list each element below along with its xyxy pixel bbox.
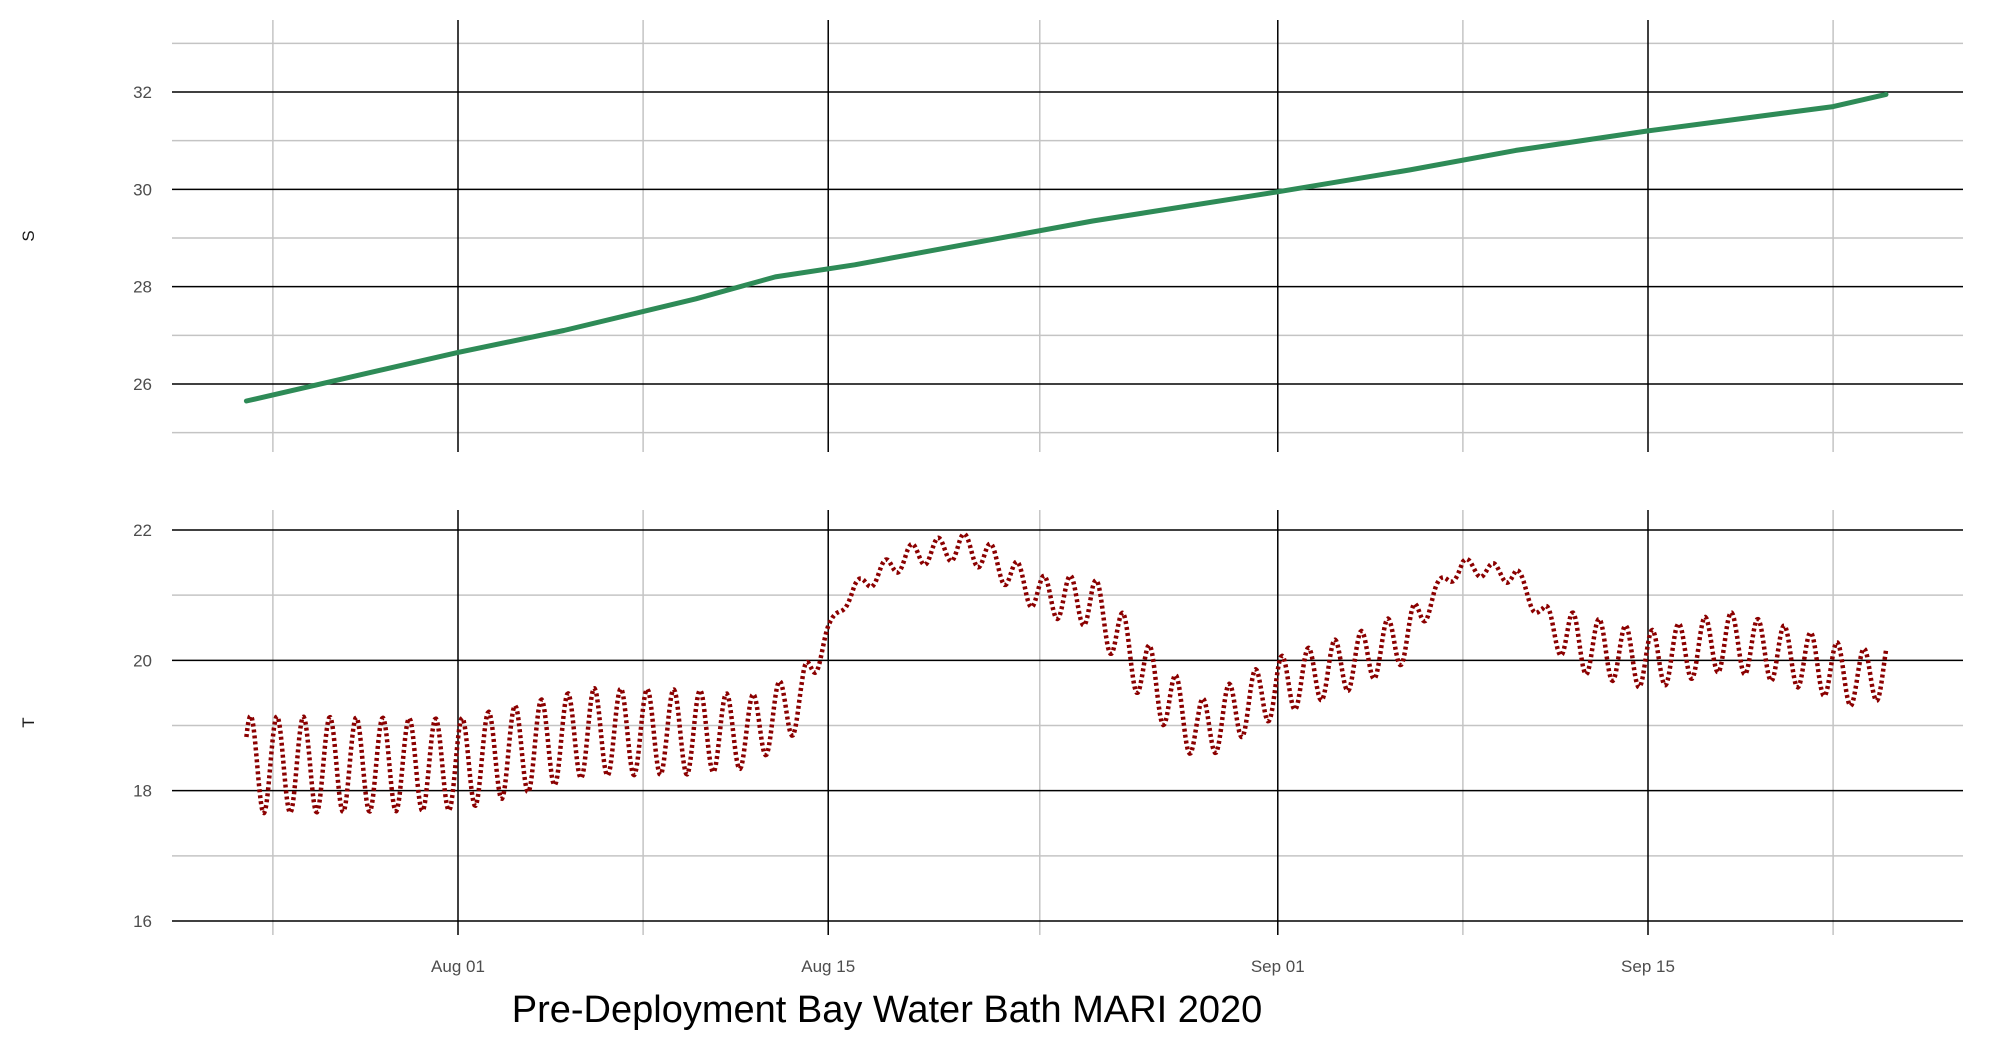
x-tick-label: Sep 01	[1251, 957, 1305, 976]
x-tick-label: Aug 01	[431, 957, 485, 976]
grid	[172, 20, 1963, 452]
y-tick-label: 16	[133, 912, 152, 931]
x-tick-label: Sep 15	[1621, 957, 1675, 976]
y-axis-title: S	[19, 230, 38, 241]
salinity-panel: 26 28 30 32 S	[19, 20, 1963, 452]
y-tick-label: 26	[133, 375, 152, 394]
y-tick-label: 28	[133, 278, 152, 297]
y-axis-title: T	[19, 717, 38, 727]
grid	[172, 510, 1963, 935]
y-tick-label: 18	[133, 782, 152, 801]
y-tick-label: 20	[133, 651, 152, 670]
x-axis-title: Pre-Deployment Bay Water Bath MARI 2020	[512, 989, 1262, 1031]
y-tick-label: 30	[133, 180, 152, 199]
y-tick-label: 22	[133, 521, 152, 540]
temperature-line	[244, 531, 1889, 816]
x-tick-label: Aug 15	[801, 957, 855, 976]
x-axis: Aug 01 Aug 15 Sep 01 Sep 15	[431, 957, 1675, 976]
salinity-line	[243, 91, 1889, 404]
temperature-panel: 16 18 20 22 T	[19, 510, 1963, 935]
y-tick-label: 32	[133, 83, 152, 102]
